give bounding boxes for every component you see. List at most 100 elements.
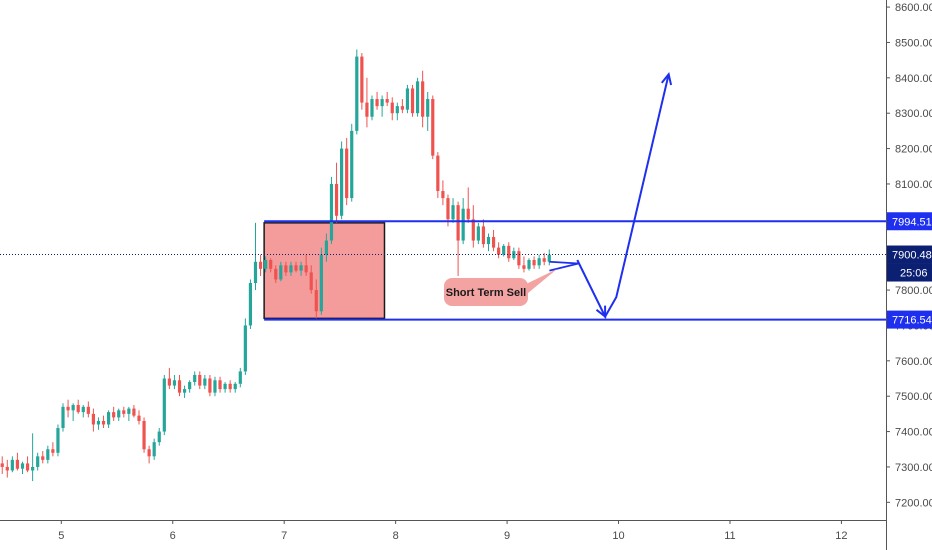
candle [334,162,339,223]
candle [370,95,374,121]
y-tick-label: 7400.00 [895,427,932,439]
supply-zone[interactable] [263,222,386,320]
candle [284,261,288,276]
candle [51,442,55,457]
candle-body [243,325,247,372]
y-tick-label: 8500.00 [895,37,932,49]
candle-body [360,56,364,103]
candle-body [284,265,288,273]
candle [350,123,354,202]
candle-body [304,265,308,273]
x-tick-label: 11 [724,530,735,542]
candle-body [324,240,329,255]
candle [86,401,90,418]
lines-layer [0,220,886,321]
candle [208,374,212,397]
candle [497,242,501,259]
candle-body [46,449,50,460]
candle-body [421,81,425,117]
candle [512,247,516,260]
candle-body [350,130,354,199]
candle [122,406,126,418]
countdown-badge [887,263,932,282]
candle-body [112,412,116,418]
candle-body [142,420,146,450]
candle [355,49,359,135]
countdown-text: 25:06 [900,268,928,280]
candle-body [405,88,410,110]
candle [471,205,475,248]
y-tick-label: 7500.00 [895,391,932,403]
candle-body [527,260,531,269]
candle-body [517,251,521,266]
callout-text: Short Term Sell [446,287,526,299]
candle-body [507,245,511,259]
candle-body [345,148,349,199]
candle [426,91,430,131]
candle-body [299,265,303,271]
y-tick-label: 7800.00 [895,285,932,297]
wedge-pattern [549,260,579,272]
candle [502,244,506,257]
candle-body [228,383,232,390]
candle [491,229,496,252]
y-tick-label: 7300.00 [895,462,932,474]
candle-body [188,382,192,390]
candle-body [182,389,187,393]
projection-path[interactable] [576,74,670,319]
candle [405,84,410,114]
callout-pointer [522,268,558,298]
time-axis[interactable] [0,520,886,550]
x-tick-label: 12 [835,530,847,542]
candle [486,233,491,252]
candle-body [71,405,75,411]
x-tick-label: 10 [612,530,624,542]
candle [41,451,45,464]
candle-body [314,290,318,312]
candle-body [31,466,35,471]
level-badge-text: 7716.54 [892,315,932,327]
candle [547,249,551,266]
candle [532,256,536,269]
candle [324,233,329,262]
candle-body [203,378,207,386]
candle [243,318,247,375]
candle [112,406,116,421]
candle [299,261,303,276]
candle-body [213,380,217,393]
candle-body [456,205,460,241]
candle [147,445,151,464]
candle [76,399,80,414]
candle [390,97,394,121]
candle [527,258,531,271]
candle-body [172,380,177,386]
candle [106,410,111,429]
candle-body [41,456,45,460]
candle-body [355,56,359,131]
candle [400,99,404,114]
level-badge [887,310,932,329]
candle-body [365,102,369,117]
candle [5,459,9,478]
candle [233,382,237,393]
candle-body [385,99,389,103]
candle [91,408,96,432]
candle [314,279,318,319]
candle-body [476,226,480,241]
candle [172,374,177,390]
candle-body [10,459,14,471]
candle [61,403,65,432]
candle [223,382,227,393]
candle-body [61,406,65,429]
candle-body [51,449,55,453]
candle-body [162,378,166,432]
candle-body [223,383,227,390]
candle-body [294,265,298,271]
current-price-badge-text: 7900.48 [892,250,932,262]
callout-box[interactable] [444,278,528,306]
candle [167,367,171,390]
x-tick-label: 9 [504,530,510,542]
candle-body [91,413,96,425]
